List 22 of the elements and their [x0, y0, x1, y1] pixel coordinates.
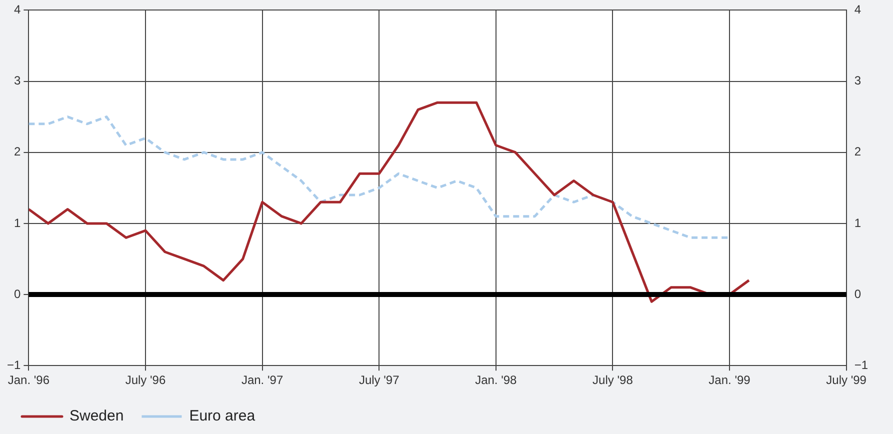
y2-tick-label: 1	[854, 216, 862, 230]
x-tick-label: July '97	[358, 373, 400, 388]
y2-tick-label: 3	[854, 74, 862, 88]
x-tick-label: July '96	[125, 373, 166, 388]
y-tick-label: 1	[14, 216, 21, 230]
y-tick-label: 0	[14, 286, 21, 301]
x-tick-label: Jan. '98	[475, 373, 518, 388]
x-tick-label: July '99	[826, 373, 867, 388]
y2-tick-label: 4	[854, 2, 862, 17]
y2-tick-label: 0	[854, 286, 862, 301]
x-tick-label: July '98	[592, 373, 634, 388]
x-tick-label: Jan. '99	[708, 373, 751, 388]
y2-tick-label: 2	[854, 144, 862, 159]
legend-label: Sweden	[70, 408, 124, 425]
y-tick-label: 4	[14, 2, 21, 17]
y-tick-label: 2	[14, 144, 21, 159]
x-tick-label: Jan. '96	[8, 373, 50, 388]
x-tick-label: Jan. '97	[241, 373, 284, 388]
legend-label: Euro area	[189, 408, 256, 425]
y-tick-label: −1	[6, 358, 21, 372]
y-tick-label: 3	[14, 74, 21, 88]
y2-tick-label: −1	[854, 358, 868, 372]
